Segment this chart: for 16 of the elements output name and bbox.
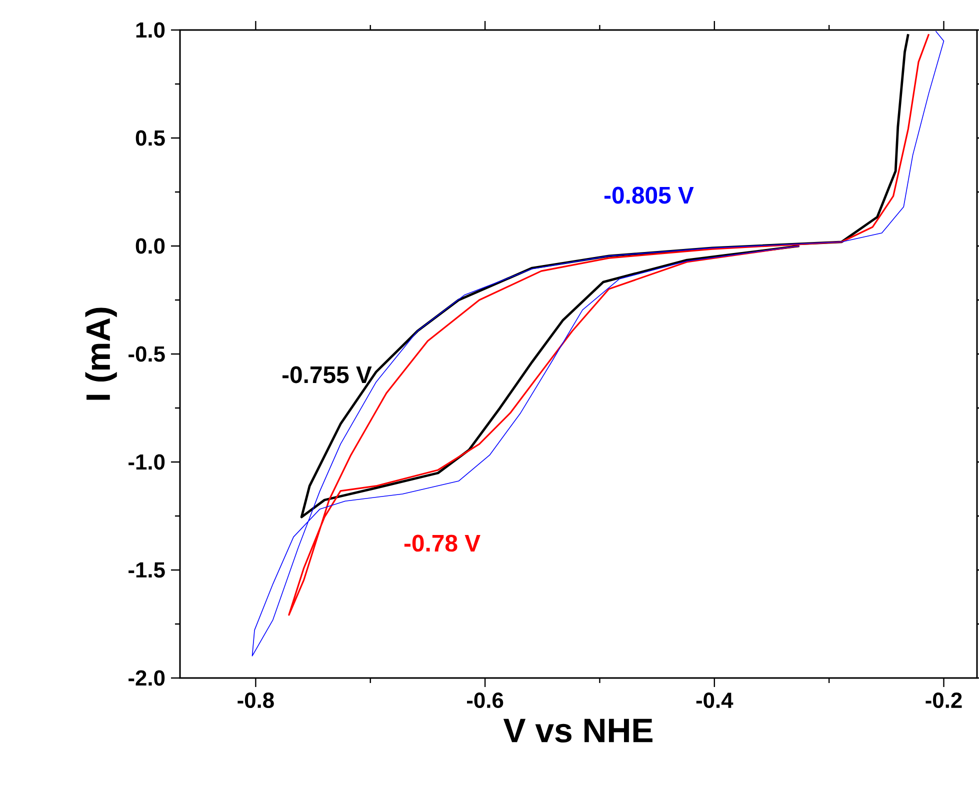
- y-tick-label: -1.5: [128, 562, 165, 578]
- x-tick-label: -0.8: [238, 692, 274, 708]
- text: -0.78 V: [404, 534, 480, 552]
- series-label: -0.805 V: [604, 186, 694, 204]
- y-tick-label: -2.0: [128, 670, 165, 686]
- y-tick-label: -0.5: [128, 346, 165, 362]
- series-label: -0.755 V: [282, 366, 372, 384]
- y-tick-label: 1.0: [136, 22, 165, 38]
- y-axis-title: I (mA): [85, 308, 117, 400]
- y-tick-label: 0.5: [136, 130, 165, 146]
- x-tick-label: -0.6: [467, 692, 504, 708]
- y-tick-label: 0.0: [136, 238, 165, 254]
- x-axis-title: V vs NHE: [503, 718, 652, 743]
- x-tick-label: -0.4: [696, 692, 734, 708]
- x-tick-label: -0.2: [926, 692, 962, 708]
- y-tick-label: -1.0: [128, 454, 165, 470]
